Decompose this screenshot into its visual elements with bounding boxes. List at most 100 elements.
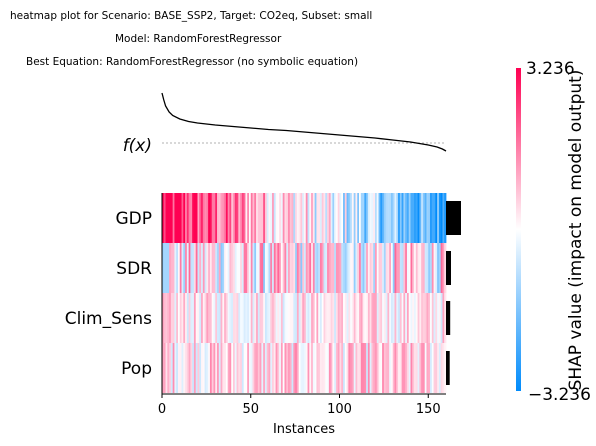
heatmap-cell <box>165 243 168 293</box>
heatmap-cell <box>266 193 269 243</box>
heatmap-cell <box>383 343 387 393</box>
heatmap-cell <box>209 293 213 343</box>
heatmap-cell <box>319 293 323 343</box>
heatmap-cell <box>201 243 204 293</box>
heatmap-cell <box>197 243 200 293</box>
heatmap-cell <box>208 293 211 343</box>
heatmap-cell <box>350 243 353 293</box>
chart-title-line-3: Best Equation: RandomForestRegressor (no… <box>26 56 358 68</box>
heatmap-cell <box>213 293 216 343</box>
heatmap-cell <box>162 243 165 293</box>
heatmap-cell <box>231 193 234 243</box>
heatmap-cell <box>291 193 294 243</box>
heatmap-cell <box>300 343 303 393</box>
heatmap-cell <box>229 193 232 243</box>
heatmap-cell <box>256 343 259 393</box>
heatmap-cell <box>263 343 266 393</box>
heatmap-cell <box>302 243 305 293</box>
heatmap-cell <box>266 343 269 393</box>
heatmap-cell <box>270 193 273 243</box>
heatmap-cell <box>430 343 433 393</box>
heatmap-cell <box>275 193 278 243</box>
heatmap-cell <box>193 243 197 293</box>
heatmap-cell <box>195 293 198 343</box>
heatmap-cell <box>188 193 191 243</box>
heatmap-cell <box>280 343 284 393</box>
heatmap-cell <box>286 193 289 243</box>
heatmap-cell <box>217 243 220 293</box>
heatmap-cell <box>305 293 308 343</box>
heatmap-cell <box>410 193 413 243</box>
heatmap-cell <box>234 293 237 343</box>
heatmap-cell <box>304 243 307 293</box>
heatmap-cell <box>421 243 424 293</box>
heatmap-cell <box>327 293 330 343</box>
heatmap-cell <box>277 293 280 343</box>
heatmap-cell <box>172 193 175 243</box>
heatmap-cell <box>298 293 301 343</box>
heatmap-cell <box>360 293 363 343</box>
heatmap-cell <box>264 243 268 293</box>
heatmap-cell <box>250 343 253 393</box>
heatmap-cell <box>330 243 333 293</box>
heatmap-cell <box>282 193 285 243</box>
heatmap-cell <box>192 193 195 243</box>
heatmap-cell <box>177 293 181 343</box>
heatmap-cell <box>208 243 211 293</box>
heatmap-cell <box>376 193 379 243</box>
heatmap-cell <box>341 193 344 243</box>
heatmap-cell <box>193 193 197 243</box>
heatmap-cell <box>357 343 360 393</box>
heatmap-cell <box>211 343 214 393</box>
heatmap-cell <box>170 243 174 293</box>
heatmap-cell <box>387 243 390 293</box>
heatmap-cell <box>284 343 287 393</box>
heatmap-cell <box>387 343 390 393</box>
heatmap-cell <box>183 293 186 343</box>
heatmap-cell <box>257 293 261 343</box>
heatmap-cell <box>440 243 443 293</box>
heatmap-cell <box>183 193 186 243</box>
heatmap-cell <box>373 343 376 393</box>
heatmap-cell <box>414 243 417 293</box>
heatmap-cell <box>280 193 284 243</box>
heatmap-cell <box>405 293 408 343</box>
heatmap-cell <box>206 193 209 243</box>
heatmap-cell <box>330 343 333 393</box>
heatmap-cell <box>350 343 353 393</box>
heatmap-cell <box>351 293 355 343</box>
heatmap-cell <box>199 343 202 393</box>
heatmap-cell <box>293 343 296 393</box>
heatmap-cell <box>309 193 312 243</box>
heatmap-cell <box>332 293 335 343</box>
heatmap-cell <box>259 343 262 393</box>
heatmap-cell <box>169 293 172 343</box>
heatmap-cell <box>257 343 261 393</box>
heatmap-cell <box>185 193 188 243</box>
heatmap-cell <box>247 193 250 243</box>
heatmap-cell <box>412 193 415 243</box>
heatmap-cell <box>414 343 417 393</box>
heatmap-cell <box>383 243 387 293</box>
heatmap-cell <box>215 343 218 393</box>
heatmap-cell <box>337 293 340 343</box>
heatmap-cell <box>422 243 426 293</box>
heatmap-cell <box>373 193 376 243</box>
heatmap-cell <box>351 193 355 243</box>
heatmap-cell <box>399 193 403 243</box>
heatmap-cell <box>442 193 445 243</box>
heatmap-cell <box>364 343 367 393</box>
heatmap-cell <box>382 193 385 243</box>
heatmap-cell <box>321 243 324 293</box>
heatmap-cell <box>422 293 426 343</box>
heatmap-cell <box>231 343 234 393</box>
heatmap-cell <box>389 293 392 343</box>
heatmap-cell <box>350 293 353 343</box>
heatmap-cell <box>430 293 433 343</box>
heatmap-cell <box>181 193 184 243</box>
heatmap-cell <box>224 343 227 393</box>
heatmap-cell <box>392 243 395 293</box>
heatmap-cell <box>433 243 436 293</box>
heatmap-cell <box>341 293 344 343</box>
heatmap-cell <box>323 343 326 393</box>
